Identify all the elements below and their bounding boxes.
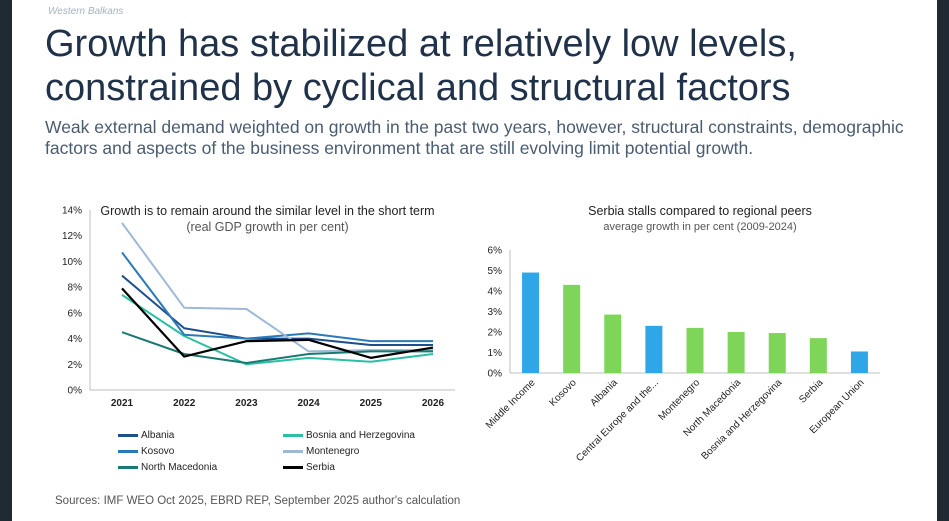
- y-tick-label: 1%: [488, 348, 503, 359]
- slide-title: Growth has stabilized at relatively low …: [45, 23, 797, 109]
- x-tick-label: 2024: [297, 398, 320, 409]
- legend-label: Montenegro: [306, 446, 360, 457]
- series-line-bosnia-and-herzegovina: [121, 294, 434, 366]
- bar: [604, 314, 622, 373]
- x-tick-label: Bosnia and Herzegovina: [700, 377, 785, 462]
- y-tick-label: 0%: [488, 369, 503, 380]
- bar-chart: 0% 1% 2% 3% 4% 5% 6% Middle Income Kosovo Albania…: [484, 246, 880, 464]
- y-tick-label: 2%: [488, 328, 503, 339]
- series-line-kosovo: [121, 251, 433, 343]
- y-tick-label: 2%: [68, 360, 83, 371]
- line-chart-title-sub: (real GDP growth in per cent): [186, 220, 349, 234]
- legend-swatch: [118, 434, 138, 437]
- y-tick-label: 10%: [62, 257, 82, 268]
- legend-item: North Macedonia: [118, 462, 217, 473]
- slide-subtitle: Weak external demand weighted on growth …: [45, 117, 904, 158]
- y-tick-label: 14%: [62, 206, 82, 217]
- y-tick-label: 12%: [62, 231, 82, 242]
- left-window-edge: [0, 0, 12, 521]
- bar: [809, 338, 827, 373]
- series-line-north-macedonia: [121, 331, 433, 364]
- legend-swatch: [283, 450, 303, 453]
- series-line-montenegro: [121, 222, 433, 353]
- y-tick-label: 4%: [488, 287, 503, 298]
- x-tick-label: Central Europe and the...: [574, 377, 661, 464]
- x-tick-label: Middle Income: [484, 377, 538, 431]
- line-chart-title: Growth is to remain around the similar l…: [95, 203, 440, 235]
- legend-label: Bosnia and Herzegovina: [306, 430, 415, 441]
- slide: [12, 0, 937, 521]
- y-tick-label: 3%: [488, 307, 503, 318]
- source-note: Sources: IMF WEO Oct 2025, EBRD REP, Sep…: [55, 495, 461, 507]
- line-chart-legend: Albania Bosnia and Herzegovina Kosovo Monte…: [118, 430, 448, 480]
- legend-swatch: [118, 450, 138, 453]
- right-window-edge: [937, 0, 949, 521]
- y-tick-label: 8%: [68, 283, 83, 294]
- x-tick-label: 2021: [111, 398, 134, 409]
- legend-label: Albania: [141, 430, 175, 441]
- legend-item: Bosnia and Herzegovina: [283, 430, 415, 441]
- legend-swatch: [283, 434, 303, 437]
- y-tick-label: 6%: [488, 246, 503, 257]
- line-chart: 0% 2% 4% 6% 8% 10% 12% 14% 2021 2022 2023 2024 2025 2…: [62, 206, 455, 409]
- legend-item: Serbia: [283, 462, 335, 473]
- x-tick-label: 2022: [173, 398, 196, 409]
- x-tick-label: 2026: [422, 398, 445, 409]
- bar: [645, 325, 663, 373]
- legend-label: Kosovo: [141, 446, 175, 457]
- x-tick-label: 2025: [360, 398, 383, 409]
- line-chart-title-main: Growth is to remain around the similar l…: [100, 204, 435, 218]
- x-tick-label: Albania: [589, 377, 621, 409]
- bar-chart-subtitle: average growth in per cent (2009-2024): [603, 221, 797, 233]
- x-tick-label: Serbia: [797, 377, 826, 406]
- bar: [850, 351, 868, 373]
- legend-swatch: [118, 466, 138, 469]
- y-tick-label: 4%: [68, 334, 83, 345]
- x-tick-label: Kosovo: [547, 377, 579, 409]
- y-tick-label: 6%: [68, 308, 83, 319]
- legend-label: Serbia: [306, 462, 335, 473]
- section-label: Western Balkans: [48, 6, 124, 17]
- bar: [522, 272, 540, 373]
- bar: [768, 333, 786, 373]
- bar: [686, 327, 704, 373]
- bar: [563, 284, 581, 373]
- x-tick-label: 2023: [235, 398, 258, 409]
- bar-chart-title: Serbia stalls compared to regional peers: [588, 204, 812, 218]
- legend-swatch: [283, 466, 303, 469]
- legend-item: Albania: [118, 430, 174, 441]
- y-tick-label: 5%: [488, 266, 503, 277]
- y-tick-label: 0%: [68, 386, 83, 397]
- bar: [727, 332, 745, 373]
- legend-item: Montenegro: [283, 446, 359, 457]
- legend-label: North Macedonia: [141, 462, 218, 473]
- legend-item: Kosovo: [118, 446, 174, 457]
- series-line-serbia: [121, 287, 434, 359]
